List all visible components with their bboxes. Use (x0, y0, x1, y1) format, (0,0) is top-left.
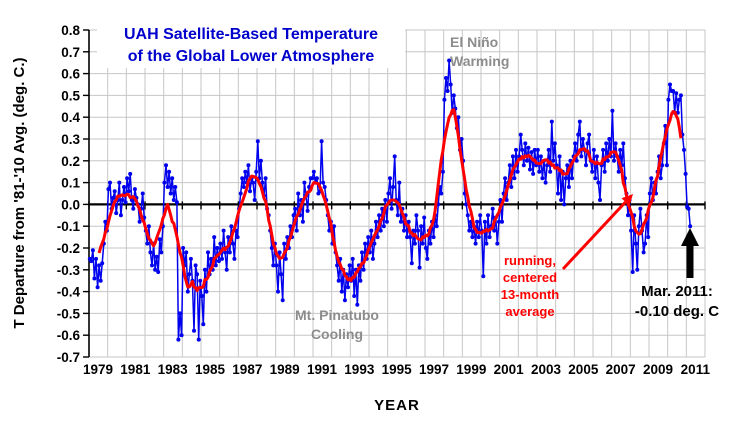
x-tick-label: 1991 (307, 362, 338, 377)
latest-value-annotation-line-1: Mar. 2011: (641, 283, 713, 300)
y-tick-label: -0.5 (57, 306, 81, 321)
x-tick-label: 1987 (232, 362, 262, 377)
y-tick-label: -0.7 (57, 350, 80, 365)
chart-title: UAH Satellite-Based Temperature of the G… (97, 24, 405, 68)
latest-value-annotation-line-2: -0.10 deg. C (634, 303, 720, 320)
latest-value-arrow-head (681, 228, 699, 246)
running-average-annotation-line-1: running, (504, 253, 556, 268)
x-tick-label: 1989 (270, 362, 300, 377)
chart-title-line-2: of the Global Lower Atmosphere (127, 48, 375, 65)
y-tick-label: 0.2 (61, 154, 80, 169)
el-nino-annotation-line-2: Warming (450, 53, 510, 69)
y-tick-label: 0.8 (61, 23, 80, 38)
el-nino-warming-annotation: El Niño Warming (450, 33, 509, 71)
x-tick-label: 1981 (120, 362, 151, 377)
x-tick-label: 1983 (158, 362, 189, 377)
pinatubo-cooling-annotation: Mt. Pinatubo Cooling (277, 306, 397, 344)
y-tick-label: 0.7 (61, 45, 80, 60)
x-tick-label: 1979 (83, 362, 113, 377)
x-tick-label: 1997 (419, 362, 449, 377)
running-average-arrow-head (621, 194, 633, 206)
y-tick-label: 0.5 (61, 88, 80, 103)
latest-value-arrow-shaft (686, 244, 694, 278)
pinatubo-annotation-line-1: Mt. Pinatubo (295, 307, 379, 323)
y-tick-label: -0.1 (57, 219, 81, 234)
y-tick-label: 0.3 (61, 132, 80, 147)
chart-title-line-1: UAH Satellite-Based Temperature (124, 26, 378, 43)
y-tick-label: 0.0 (61, 197, 80, 212)
x-axis-title: YEAR (374, 397, 420, 414)
x-tick-label: 1993 (344, 362, 375, 377)
latest-value-annotation: Mar. 2011: -0.10 deg. C (608, 282, 746, 322)
running-average-annotation: running, centered 13-month average (478, 252, 582, 320)
x-tick-label: 2007 (606, 362, 636, 377)
x-tick-label: 1995 (382, 362, 413, 377)
x-tick-label: 2009 (643, 362, 673, 377)
x-tick-label: 2003 (531, 362, 562, 377)
running-average-annotation-line-2: centered (502, 270, 558, 285)
running-average-arrow-shaft (561, 200, 627, 271)
y-tick-label: -0.3 (57, 263, 81, 278)
x-tick-label: 1999 (456, 362, 486, 377)
y-tick-label: -0.6 (57, 328, 81, 343)
x-tick-label: 2011 (681, 362, 711, 377)
y-tick-label: -0.4 (57, 285, 81, 300)
pinatubo-annotation-line-2: Cooling (310, 326, 364, 342)
x-tick-label: 2001 (494, 362, 525, 377)
running-average-line (97, 108, 683, 293)
el-nino-annotation-line-1: El Niño (450, 34, 499, 50)
x-tick-label: 1985 (195, 362, 226, 377)
y-tick-label: 0.4 (61, 110, 80, 125)
y-tick-label: 0.6 (61, 67, 80, 82)
running-average-annotation-line-3: 13-month (500, 287, 560, 302)
y-tick-label: -0.2 (57, 241, 80, 256)
y-axis-title: T Departure from '81-'10 Avg. (deg. C.) (11, 57, 28, 329)
x-tick-label: 2005 (568, 362, 599, 377)
y-tick-label: 0.1 (61, 176, 80, 191)
running-average-annotation-line-4: average (505, 304, 555, 319)
